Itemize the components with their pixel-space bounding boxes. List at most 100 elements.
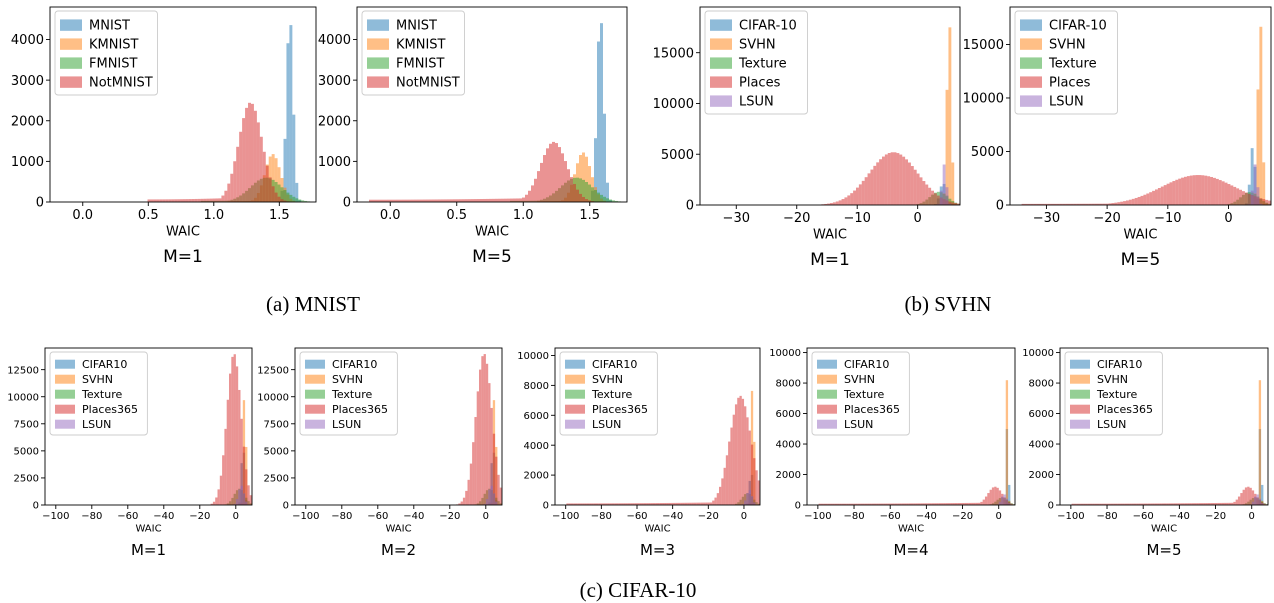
- y-tick-label: 4000: [11, 33, 44, 48]
- bar: [384, 199, 387, 202]
- bar: [864, 503, 868, 505]
- bar: [618, 503, 622, 505]
- legend-label: MNIST: [396, 19, 437, 34]
- bar: [490, 407, 493, 505]
- bar: [1073, 203, 1077, 205]
- bar: [744, 406, 747, 505]
- bar: [856, 187, 859, 205]
- bar: [396, 199, 399, 202]
- bar: [920, 503, 923, 505]
- bar: [887, 153, 891, 205]
- x-tick-label: −20: [698, 511, 719, 522]
- bar: [1191, 503, 1195, 505]
- bar: [240, 485, 243, 505]
- bar: [165, 199, 169, 202]
- x-tick-label: −80: [81, 511, 102, 522]
- legend-swatch: [565, 359, 585, 369]
- bar: [737, 397, 740, 505]
- bar: [600, 23, 603, 202]
- bar: [242, 118, 246, 202]
- bar: [555, 143, 558, 202]
- bar: [896, 153, 900, 205]
- bar: [734, 404, 738, 505]
- bar: [1230, 185, 1234, 205]
- x-axis-label: WAIC: [475, 224, 509, 239]
- bar: [1149, 192, 1153, 205]
- bar: [823, 503, 826, 505]
- x-tick-label: 0: [996, 511, 1002, 522]
- y-tick-label: 10000: [769, 348, 801, 359]
- bar: [996, 487, 999, 505]
- bar: [495, 501, 498, 505]
- bar: [522, 197, 525, 202]
- bar: [959, 503, 962, 505]
- bar: [951, 202, 955, 205]
- series-mnist: [277, 25, 302, 202]
- legend-swatch: [710, 38, 732, 50]
- bar: [588, 166, 591, 202]
- bar: [1134, 197, 1138, 205]
- bar: [233, 503, 236, 505]
- bar: [753, 502, 756, 505]
- bar: [1136, 503, 1139, 505]
- x-tick-label: −60: [117, 511, 138, 522]
- legend-swatch: [1070, 389, 1090, 399]
- bar: [1170, 503, 1174, 505]
- bar: [883, 503, 886, 505]
- legend-box: [704, 10, 808, 115]
- legend-label: NotMNIST: [89, 76, 153, 91]
- bar: [1256, 494, 1259, 505]
- bar: [378, 199, 381, 202]
- bar: [827, 203, 830, 205]
- bar: [289, 25, 293, 202]
- legend-label: CIFAR10: [844, 358, 889, 371]
- legend: CIFAR-10 SVHN Texture Places LSUN: [1014, 10, 1118, 115]
- bar: [936, 195, 940, 205]
- bar: [892, 503, 895, 505]
- x-tick-label: 0: [233, 511, 239, 522]
- bar: [423, 199, 426, 202]
- bar: [585, 182, 588, 202]
- bar: [492, 493, 496, 505]
- legend-box: [361, 10, 465, 96]
- chart-8: −100 −80 −60 −40 −20 0 0 2000 4000 6000 8000 10000 W…: [769, 347, 1016, 559]
- bar: [964, 502, 967, 505]
- y-tick-label: 8000: [524, 381, 549, 392]
- legend-swatch: [1020, 38, 1042, 50]
- bar: [1152, 503, 1155, 505]
- bar: [224, 190, 228, 202]
- y-tick-label: 4000: [776, 440, 801, 451]
- bar: [1263, 503, 1266, 505]
- bar: [501, 198, 504, 202]
- bar: [274, 192, 278, 202]
- bar: [614, 503, 617, 505]
- y-tick-label: 0: [33, 501, 39, 512]
- bar: [531, 185, 534, 202]
- bar: [1247, 193, 1251, 205]
- chart-7: −100 −80 −60 −40 −20 0 0 2000 4000 6000 8000 10000 W…: [517, 347, 761, 559]
- legend-label: LSUN: [332, 418, 361, 431]
- legend-label: LSUN: [844, 418, 873, 431]
- bar: [408, 199, 411, 202]
- bar: [650, 503, 653, 505]
- bar: [925, 184, 929, 205]
- legend-swatch: [565, 419, 585, 429]
- bar: [719, 486, 722, 505]
- bar: [1161, 503, 1164, 505]
- bar: [1041, 203, 1045, 205]
- bar: [274, 158, 278, 202]
- x-tick-label: 1.0: [203, 208, 224, 223]
- y-tick-label: 7500: [264, 419, 289, 430]
- bar: [989, 489, 992, 505]
- bar: [1131, 198, 1135, 205]
- y-tick-label: 10000: [517, 351, 549, 362]
- bar: [837, 503, 840, 505]
- bar: [641, 503, 644, 505]
- bar: [540, 162, 543, 202]
- bar: [171, 199, 175, 202]
- bar: [1150, 503, 1153, 505]
- bar: [1120, 201, 1124, 205]
- bar: [462, 497, 466, 505]
- bar: [212, 198, 216, 202]
- bar: [226, 399, 229, 505]
